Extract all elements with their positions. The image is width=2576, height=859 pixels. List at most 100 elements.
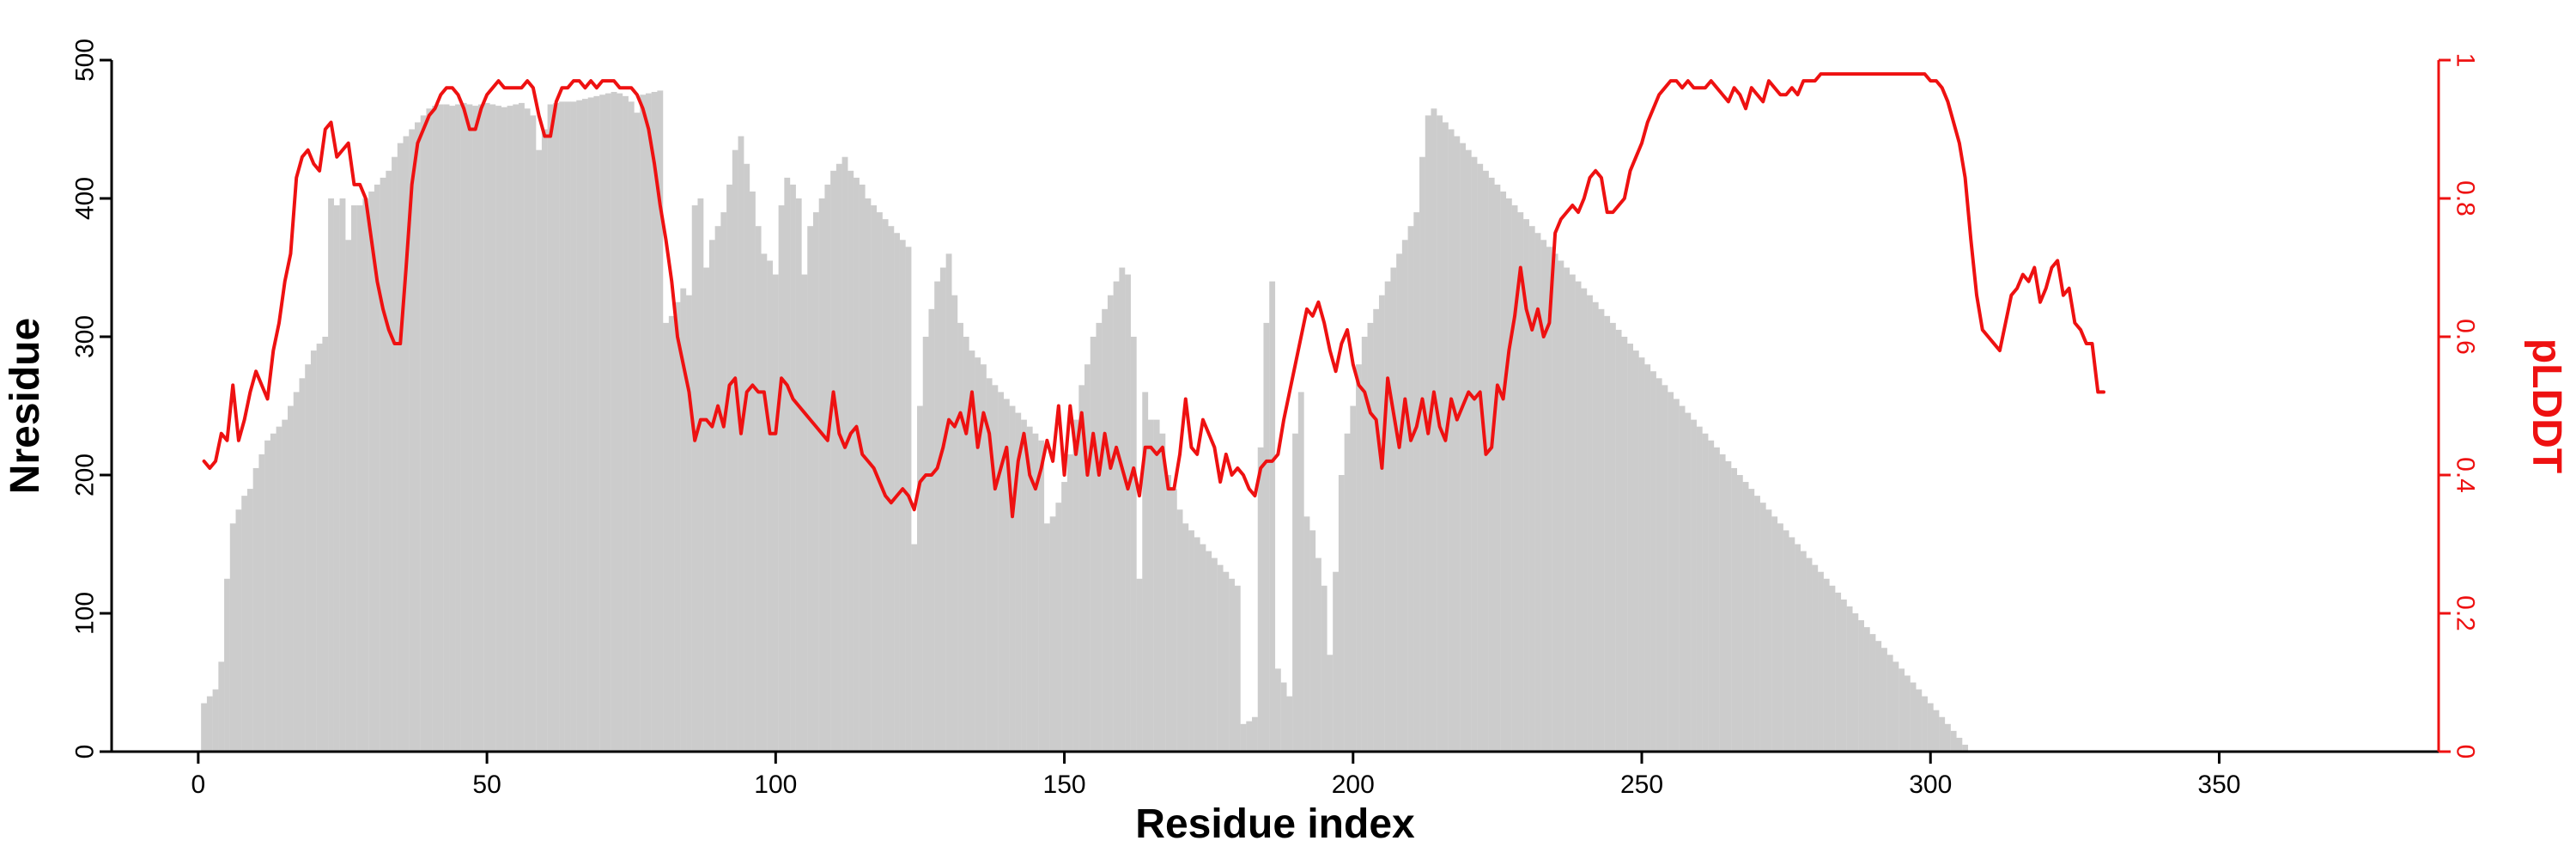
nresidue-bar xyxy=(1234,585,1241,752)
nresidue-bar xyxy=(998,392,1005,752)
nresidue-bar xyxy=(848,170,854,752)
nresidue-bar xyxy=(593,95,600,752)
nresidue-bar xyxy=(1783,530,1789,752)
nresidue-bar xyxy=(1505,198,1512,752)
nresidue-bar xyxy=(975,357,981,752)
nresidue-bar xyxy=(1159,433,1166,752)
nresidue-bar xyxy=(1130,337,1137,752)
x-tick-label: 150 xyxy=(1043,771,1086,799)
nresidue-bar xyxy=(732,149,738,752)
bar-series xyxy=(201,90,1969,752)
nresidue-bar xyxy=(1229,578,1235,752)
nresidue-bar xyxy=(501,107,507,752)
nresidue-bar xyxy=(663,322,669,752)
nresidue-bar xyxy=(928,308,935,752)
nresidue-bar xyxy=(750,191,756,752)
nresidue-bar xyxy=(1702,433,1709,752)
nresidue-bar xyxy=(714,226,721,752)
nresidue-bar xyxy=(1558,260,1564,752)
nresidue-bar xyxy=(1523,219,1529,752)
nresidue-bar xyxy=(1500,191,1507,752)
nresidue-bar xyxy=(1350,405,1357,752)
nresidue-bar xyxy=(264,440,270,752)
nresidue-bar xyxy=(986,378,993,752)
nresidue-bar xyxy=(767,260,774,752)
nresidue-bar xyxy=(241,496,248,752)
nresidue-bar xyxy=(212,689,219,752)
nresidue-bar xyxy=(1280,682,1287,752)
nresidue-bar xyxy=(1292,433,1298,752)
nresidue-bar xyxy=(1933,710,1940,752)
axes xyxy=(110,60,2440,753)
nresidue-bar xyxy=(830,170,836,752)
y-tick-label: 0 xyxy=(71,745,100,759)
nresidue-bar xyxy=(939,267,946,752)
nresidue-bar xyxy=(1835,592,1842,752)
nresidue-bar xyxy=(911,544,918,752)
nresidue-bar xyxy=(386,170,392,752)
y2-tick-label: 1 xyxy=(2451,53,2480,68)
nresidue-bar xyxy=(1581,288,1588,752)
nresidue-bar xyxy=(316,344,323,752)
nresidue-bar xyxy=(1956,737,1963,752)
nresidue-bar xyxy=(623,95,629,752)
nresidue-bar xyxy=(1587,295,1593,752)
y2-tick-label: 0.2 xyxy=(2451,595,2480,631)
nresidue-bar xyxy=(1477,163,1484,752)
nresidue-bar xyxy=(1644,364,1651,752)
nresidue-bar xyxy=(1899,668,1905,752)
nresidue-bar xyxy=(1049,516,1056,752)
nresidue-bar xyxy=(1812,564,1819,752)
nresidue-bar xyxy=(536,149,543,752)
nresidue-bar xyxy=(1338,475,1345,752)
nresidue-bar xyxy=(668,315,675,752)
nresidue-bar xyxy=(708,240,715,752)
nresidue-bar xyxy=(1032,433,1039,752)
nresidue-bar xyxy=(1679,405,1686,752)
x-tick-label: 250 xyxy=(1620,771,1663,799)
nresidue-bar xyxy=(1200,544,1206,752)
nresidue-bar xyxy=(1818,571,1824,752)
nresidue-bar xyxy=(1125,274,1131,752)
nresidue-bar xyxy=(477,104,484,752)
nresidue-bar xyxy=(392,156,398,752)
nresidue-bar xyxy=(1742,482,1749,752)
nresidue-bar xyxy=(1217,564,1224,752)
nresidue-bar xyxy=(235,509,242,752)
nresidue-bar xyxy=(1852,613,1859,752)
nresidue-bar xyxy=(333,205,340,752)
nresidue-bar xyxy=(1696,426,1703,752)
nresidue-bar xyxy=(1419,156,1425,752)
nresidue-bar xyxy=(1061,482,1067,752)
nresidue-bar xyxy=(1685,412,1692,752)
nresidue-bar xyxy=(835,163,842,752)
nresidue-bar xyxy=(1269,281,1276,752)
nresidue-bar xyxy=(865,198,872,752)
nresidue-bar xyxy=(1194,537,1200,752)
nresidue-bar xyxy=(980,364,987,752)
nresidue-bar xyxy=(1638,357,1645,752)
nresidue-bar xyxy=(1881,648,1887,752)
nresidue-bar xyxy=(310,350,317,752)
y-tick-label: 400 xyxy=(71,177,100,220)
nresidue-bar xyxy=(1650,371,1656,752)
nresidue-bar xyxy=(1257,447,1264,752)
nresidue-bar xyxy=(645,93,652,752)
nresidue-bar xyxy=(449,106,456,752)
nresidue-bar xyxy=(1206,551,1212,752)
nresidue-bar xyxy=(1598,308,1605,752)
nresidue-bar xyxy=(466,104,473,752)
nresidue-bar xyxy=(380,177,386,752)
x-tick-label: 0 xyxy=(191,771,206,799)
nresidue-bar xyxy=(1274,668,1281,752)
nresidue-bar xyxy=(1656,378,1662,752)
nresidue-bar xyxy=(1413,212,1420,752)
nresidue-bar xyxy=(657,90,664,752)
nresidue-bar xyxy=(1846,606,1853,752)
nresidue-bar xyxy=(455,104,461,752)
nresidue-bar xyxy=(1407,226,1414,752)
nresidue-bar xyxy=(246,489,253,752)
nresidue-bar xyxy=(617,93,623,752)
nresidue-bar xyxy=(1662,385,1668,752)
